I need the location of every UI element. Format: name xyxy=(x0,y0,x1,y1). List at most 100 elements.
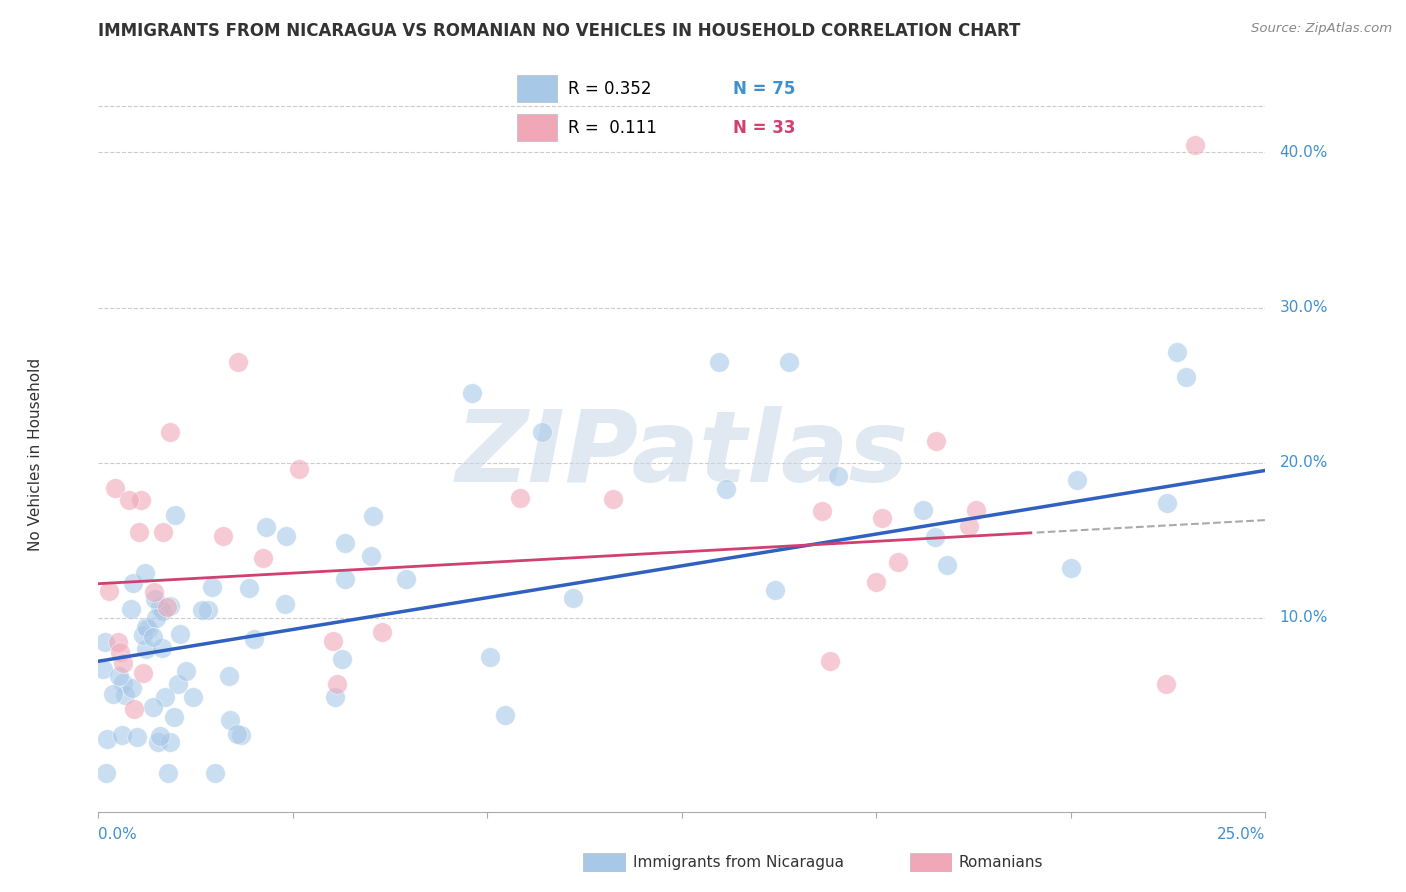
Point xyxy=(925,434,948,448)
Point xyxy=(94,766,117,780)
Point xyxy=(156,766,179,780)
Text: 10.0%: 10.0% xyxy=(1279,610,1327,625)
Bar xyxy=(517,76,557,103)
Point xyxy=(479,650,502,665)
Point xyxy=(108,645,131,659)
Point xyxy=(1060,560,1083,574)
Point xyxy=(122,575,145,590)
Point xyxy=(326,676,349,690)
Point xyxy=(335,572,357,586)
Point xyxy=(166,677,188,691)
Point xyxy=(153,690,176,705)
Text: Immigrants from Nicaragua: Immigrants from Nicaragua xyxy=(633,855,844,870)
Point xyxy=(131,492,153,507)
Text: 25.0%: 25.0% xyxy=(1218,827,1265,842)
Point xyxy=(107,635,129,649)
Point xyxy=(150,641,173,656)
Point xyxy=(709,355,731,369)
Point xyxy=(159,599,181,613)
Point xyxy=(330,651,353,665)
Point xyxy=(96,731,118,746)
Point xyxy=(509,491,531,506)
Point xyxy=(827,468,849,483)
Point xyxy=(121,681,143,696)
Text: R =  0.111: R = 0.111 xyxy=(568,119,657,136)
Point xyxy=(323,690,346,704)
Point xyxy=(112,656,135,670)
Point xyxy=(149,600,172,615)
Point xyxy=(1166,344,1188,359)
Point xyxy=(254,520,277,534)
Point xyxy=(276,529,298,543)
Point xyxy=(461,385,484,400)
Point xyxy=(924,530,946,544)
Point xyxy=(226,727,249,741)
Point xyxy=(218,669,240,683)
Point xyxy=(112,676,135,690)
Text: R = 0.352: R = 0.352 xyxy=(568,80,652,98)
Point xyxy=(201,580,224,594)
Point xyxy=(371,625,394,640)
Point xyxy=(132,628,155,642)
Point xyxy=(143,584,166,599)
Point xyxy=(108,669,131,683)
Point xyxy=(127,730,149,744)
Point xyxy=(174,665,197,679)
Point xyxy=(132,665,155,680)
Point xyxy=(562,591,585,606)
Point xyxy=(101,687,124,701)
Point xyxy=(163,710,186,724)
Point xyxy=(965,503,987,517)
Point xyxy=(149,729,172,743)
Point xyxy=(911,502,934,516)
Point xyxy=(146,735,169,749)
Point xyxy=(212,529,235,543)
Point xyxy=(159,425,181,439)
Point xyxy=(111,728,134,742)
Point xyxy=(778,355,800,369)
Point xyxy=(228,355,250,369)
Point xyxy=(120,602,142,616)
Point xyxy=(94,635,117,649)
Point xyxy=(936,558,959,573)
Point xyxy=(360,549,382,564)
Point xyxy=(1175,369,1198,384)
Point xyxy=(1066,474,1088,488)
Point xyxy=(238,581,260,595)
Point xyxy=(142,630,165,644)
Point xyxy=(322,633,344,648)
Text: N = 33: N = 33 xyxy=(733,119,796,136)
Point xyxy=(135,642,157,657)
Point xyxy=(274,597,297,611)
Point xyxy=(494,708,516,723)
Point xyxy=(818,654,841,668)
Text: 40.0%: 40.0% xyxy=(1279,145,1327,160)
Point xyxy=(957,519,980,533)
Point xyxy=(811,504,834,518)
Point xyxy=(134,566,156,580)
Point xyxy=(1154,676,1177,690)
Point xyxy=(181,690,204,705)
Point xyxy=(1184,137,1206,152)
Point xyxy=(98,583,121,598)
Point xyxy=(122,702,145,716)
Point xyxy=(219,714,242,728)
Point xyxy=(117,493,139,508)
Point xyxy=(714,483,737,497)
Point xyxy=(197,602,219,616)
Point xyxy=(288,461,311,475)
Point xyxy=(91,662,114,676)
Point xyxy=(865,575,887,590)
Point xyxy=(143,592,166,607)
Point xyxy=(142,699,165,714)
Text: Romanians: Romanians xyxy=(959,855,1043,870)
Point xyxy=(243,632,266,646)
Point xyxy=(530,425,553,439)
Point xyxy=(152,525,174,540)
Point xyxy=(152,604,174,618)
Point xyxy=(333,536,356,550)
Point xyxy=(159,735,181,749)
Point xyxy=(190,603,212,617)
Point xyxy=(886,555,908,569)
Point xyxy=(156,600,179,615)
